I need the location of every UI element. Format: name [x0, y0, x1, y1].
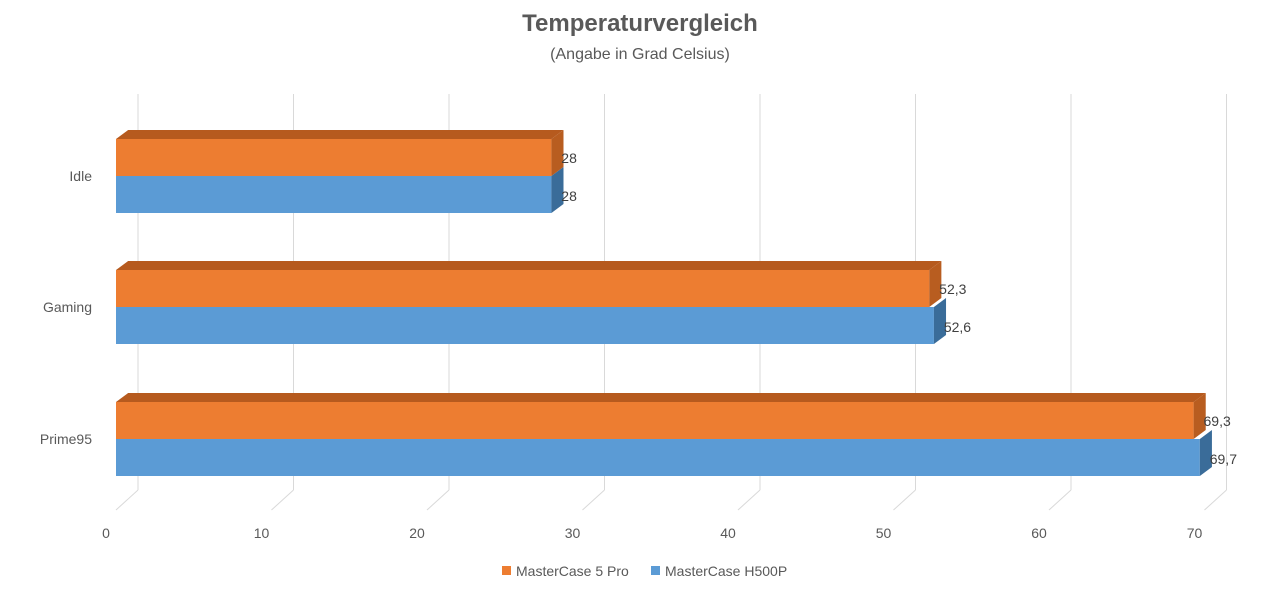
gridline-floor	[893, 489, 916, 511]
gridline-floor	[1204, 489, 1227, 511]
bar	[116, 402, 1194, 439]
bar-side-face	[929, 261, 942, 307]
bar	[116, 270, 930, 307]
chart-title: Temperaturvergleich	[522, 10, 758, 37]
data-label: 28	[561, 150, 577, 166]
category-label: Prime95	[40, 431, 92, 447]
bar-side-face	[933, 298, 947, 344]
bar	[116, 176, 552, 213]
category-label: Idle	[69, 168, 92, 184]
gridline-floor	[426, 489, 450, 511]
data-label: 28	[561, 188, 577, 204]
gridline-floor	[115, 489, 139, 511]
x-tick-label: 50	[876, 525, 892, 541]
bar-side-face	[1199, 430, 1212, 476]
bar-top-face	[116, 393, 1206, 402]
category-label: Gaming	[43, 299, 92, 315]
bar-top-face	[116, 261, 942, 270]
gridline-floor	[271, 489, 294, 511]
data-label: 69,3	[1204, 413, 1231, 429]
x-tick-label: 30	[565, 525, 581, 541]
x-tick-label: 40	[720, 525, 736, 541]
data-label: 52,3	[939, 281, 966, 297]
bar-side-face	[551, 167, 564, 213]
legend-swatch	[502, 566, 511, 575]
gridline-floor	[1048, 489, 1072, 511]
gridline-floor	[737, 489, 761, 511]
data-label: 52,6	[944, 319, 971, 335]
data-label: 69,7	[1210, 451, 1237, 467]
x-tick-label: 60	[1031, 525, 1047, 541]
x-tick-label: 10	[254, 525, 270, 541]
bar-side-face	[551, 130, 564, 176]
legend-label: MasterCase 5 Pro	[516, 563, 629, 579]
chart-subtitle: (Angabe in Grad Celsius)	[550, 46, 730, 63]
bar-top-face	[116, 130, 564, 139]
bar	[116, 439, 1200, 476]
x-tick-label: 20	[409, 525, 425, 541]
gridline-floor	[582, 489, 605, 511]
bar	[116, 307, 934, 344]
x-tick-label: 70	[1187, 525, 1203, 541]
legend-label: MasterCase H500P	[665, 563, 787, 579]
x-tick-label: 0	[102, 525, 110, 541]
bar	[116, 139, 552, 176]
legend-swatch	[651, 566, 660, 575]
bar-side-face	[1193, 393, 1206, 439]
